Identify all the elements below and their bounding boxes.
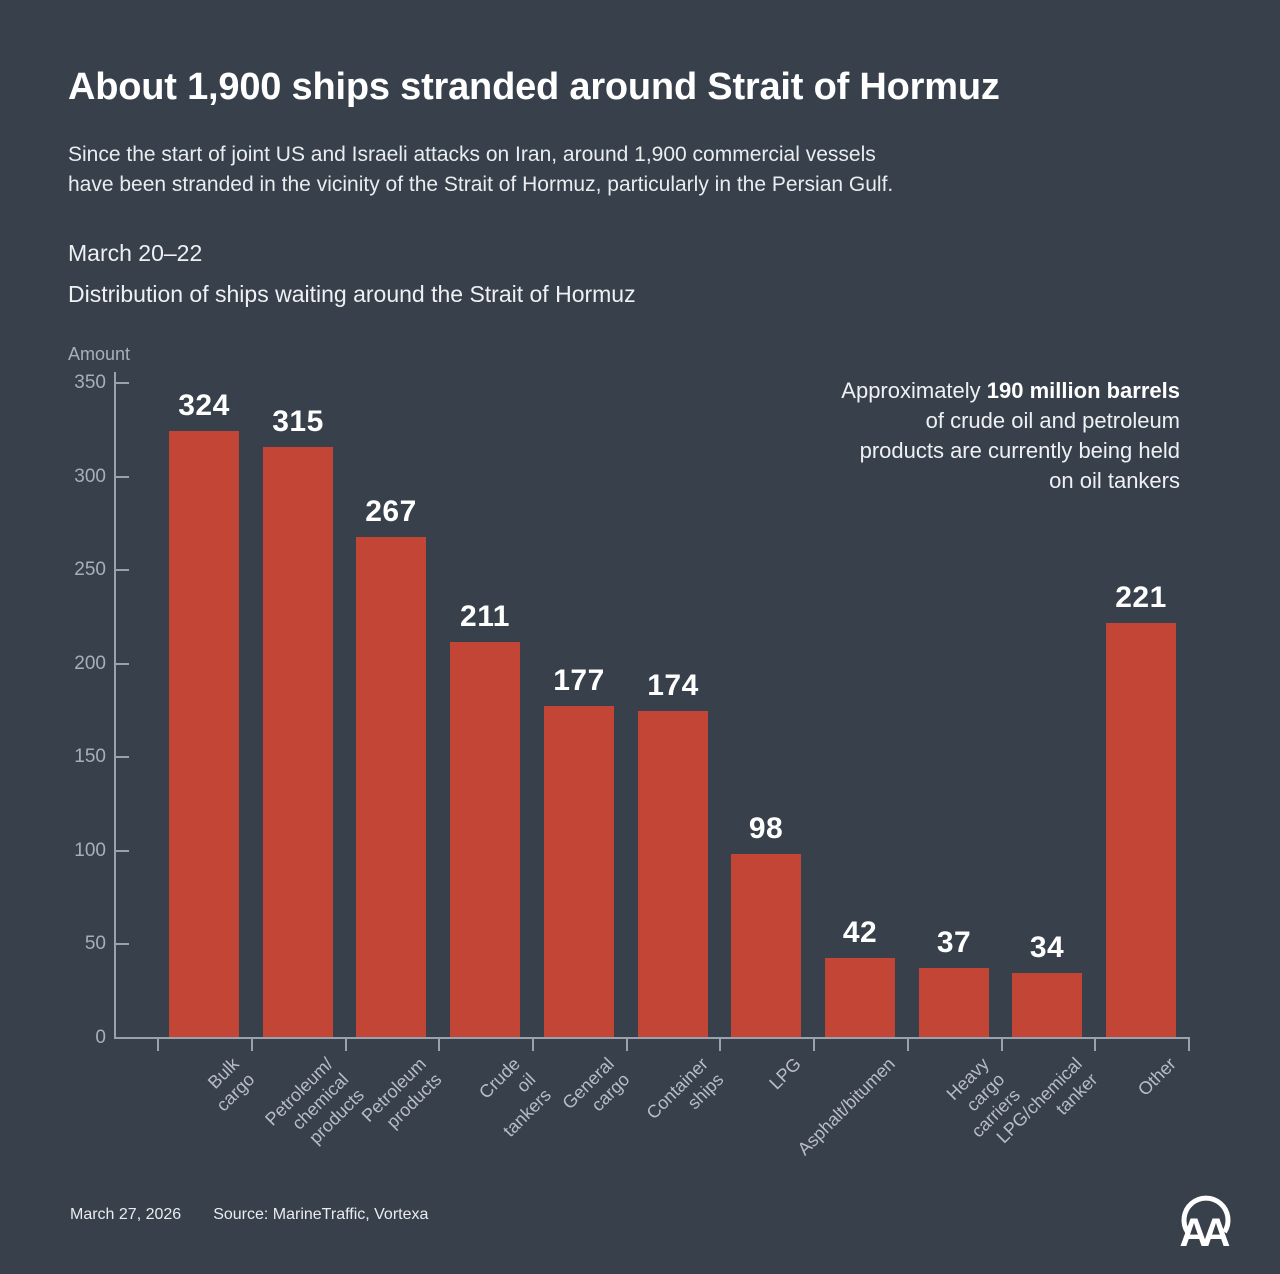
x-label-text: Petroleum/ chemical products bbox=[261, 1053, 368, 1148]
bar-lpg-chemical-tanker bbox=[1012, 973, 1082, 1037]
x-label-text: General cargo bbox=[558, 1053, 634, 1116]
y-tick-label: 0 bbox=[95, 1027, 106, 1048]
x-label-text: Petroleum products bbox=[357, 1053, 446, 1133]
page-subtitle: Since the start of joint US and Israeli … bbox=[68, 140, 1068, 200]
x-axis-line bbox=[114, 1037, 1190, 1039]
x-tick bbox=[907, 1039, 909, 1051]
y-axis-title: Amount bbox=[68, 344, 131, 364]
bar-general-cargo bbox=[544, 706, 614, 1037]
annotation-prefix: Approximately bbox=[841, 378, 987, 403]
annotation-line: on oil tankers bbox=[1049, 468, 1180, 493]
annotation: Approximately 190 million barrels of cru… bbox=[720, 376, 1180, 496]
x-tick bbox=[1188, 1039, 1190, 1051]
value-label-general-cargo: 177 bbox=[553, 664, 605, 697]
chart-heading: Distribution of ships waiting around the… bbox=[68, 281, 636, 307]
annotation-line: of crude oil and petroleum bbox=[925, 408, 1180, 433]
y-tick bbox=[114, 663, 129, 665]
bar-petroleum-chemical-products bbox=[263, 447, 333, 1037]
anadolu-agency-logo: A A bbox=[1180, 1195, 1231, 1254]
y-tick-label: 250 bbox=[74, 559, 106, 580]
footer: March 27, 2026 Source: MarineTraffic, Vor… bbox=[70, 1206, 428, 1224]
y-tick bbox=[114, 850, 129, 852]
value-label-bulk-cargo: 324 bbox=[178, 389, 230, 422]
y-tick-label: 350 bbox=[74, 372, 106, 393]
y-tick-label: 300 bbox=[74, 466, 106, 487]
value-label-crude-oil-tankers: 211 bbox=[460, 600, 510, 633]
x-label-text: Asphalt/bitumen bbox=[793, 1053, 899, 1160]
bar-petroleum-products bbox=[356, 537, 426, 1037]
annotation-line: Approximately 190 million barrels bbox=[720, 376, 1180, 406]
y-tick bbox=[114, 476, 129, 478]
y-tick bbox=[114, 756, 129, 758]
y-tick-label: 200 bbox=[74, 653, 106, 674]
period-label: March 20–22 bbox=[68, 240, 203, 266]
bar-other bbox=[1106, 623, 1176, 1037]
subtitle-line: Since the start of joint US and Israeli … bbox=[68, 143, 876, 166]
x-tick bbox=[251, 1039, 253, 1051]
value-label-container-ships: 174 bbox=[647, 669, 699, 702]
footer-source: Source: MarineTraffic, Vortexa bbox=[213, 1206, 429, 1223]
aa-letter: A bbox=[1202, 1211, 1231, 1254]
x-tick bbox=[813, 1039, 815, 1051]
x-label-text: Crude oil tankers bbox=[475, 1053, 555, 1141]
value-label-petroleum-products: 267 bbox=[365, 495, 417, 528]
x-label-text: Container ships bbox=[642, 1053, 728, 1124]
x-tick bbox=[157, 1039, 159, 1051]
bar-asphalt-bitumen bbox=[825, 958, 895, 1037]
x-label-text: LPG bbox=[765, 1053, 805, 1094]
bar-container-ships bbox=[638, 711, 708, 1037]
value-label-heavy-cargo-carriers: 37 bbox=[936, 926, 972, 959]
x-tick bbox=[345, 1039, 347, 1051]
annotation-bold: 190 million barrels bbox=[986, 378, 1180, 403]
bar-bulk-cargo bbox=[169, 431, 239, 1037]
y-tick-label: 150 bbox=[74, 746, 106, 767]
bar-lpg bbox=[731, 854, 801, 1037]
x-tick bbox=[719, 1039, 721, 1051]
value-label-petroleum-chemical-products: 315 bbox=[272, 405, 324, 438]
x-tick bbox=[438, 1039, 440, 1051]
value-label-lpg-chemical-tanker: 34 bbox=[1029, 931, 1065, 964]
value-label-other: 221 bbox=[1115, 581, 1167, 614]
page-title: About 1,900 ships stranded around Strait… bbox=[68, 66, 1000, 108]
bar-heavy-cargo-carriers bbox=[919, 968, 989, 1037]
y-tick bbox=[114, 382, 129, 384]
annotation-line: products are currently being held bbox=[859, 438, 1180, 463]
value-label-lpg: 98 bbox=[748, 812, 784, 845]
y-tick-label: 50 bbox=[84, 933, 106, 954]
y-tick bbox=[114, 569, 129, 571]
x-tick bbox=[1094, 1039, 1096, 1051]
footer-date: March 27, 2026 bbox=[70, 1206, 182, 1223]
aa-letter: A bbox=[1180, 1211, 1209, 1254]
bar-crude-oil-tankers bbox=[450, 642, 520, 1037]
x-tick bbox=[532, 1039, 534, 1051]
y-tick bbox=[114, 943, 129, 945]
y-tick-label: 100 bbox=[74, 840, 106, 861]
subtitle-line: have been stranded in the vicinity of th… bbox=[68, 173, 894, 196]
x-label-text: Other bbox=[1133, 1053, 1180, 1100]
x-tick bbox=[1001, 1039, 1003, 1051]
value-label-asphalt-bitumen: 42 bbox=[842, 916, 878, 949]
x-tick bbox=[626, 1039, 628, 1051]
y-axis-line bbox=[114, 372, 116, 1039]
x-label-text: Bulk cargo bbox=[203, 1053, 259, 1116]
